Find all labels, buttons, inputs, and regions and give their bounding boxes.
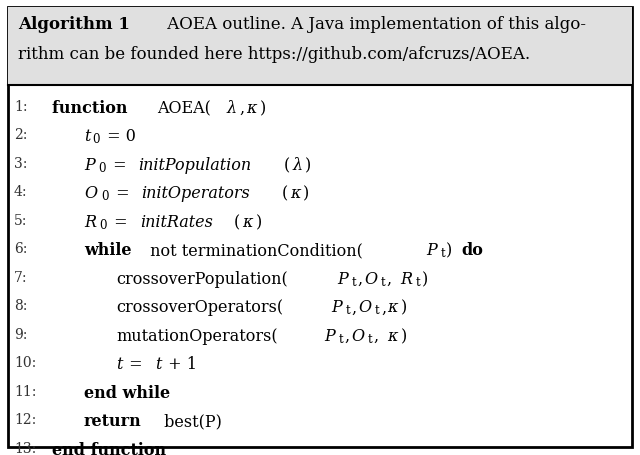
Text: return: return bbox=[84, 413, 141, 430]
Text: O: O bbox=[358, 299, 371, 316]
Text: 3:: 3: bbox=[14, 157, 28, 171]
Text: ,: , bbox=[239, 100, 244, 117]
Text: λ: λ bbox=[292, 157, 302, 174]
Text: AOEA outline. A Java implementation of this algo-: AOEA outline. A Java implementation of t… bbox=[163, 16, 586, 33]
Text: (: ( bbox=[234, 213, 240, 231]
Text: ): ) bbox=[255, 213, 262, 231]
Text: =: = bbox=[109, 213, 133, 231]
Text: (: ( bbox=[282, 185, 288, 202]
Text: =: = bbox=[111, 185, 134, 202]
Text: P: P bbox=[332, 299, 342, 316]
Text: end while: end while bbox=[84, 384, 170, 401]
Text: t: t bbox=[375, 304, 380, 317]
Text: crossoverPopulation(: crossoverPopulation( bbox=[116, 270, 288, 288]
Text: ,: , bbox=[381, 299, 386, 316]
Text: ): ) bbox=[422, 270, 428, 288]
Text: O: O bbox=[351, 327, 364, 344]
Text: 8:: 8: bbox=[14, 299, 28, 313]
Text: 0: 0 bbox=[99, 218, 107, 232]
Text: crossoverOperators(: crossoverOperators( bbox=[116, 299, 283, 316]
Text: function: function bbox=[52, 100, 133, 117]
Text: P: P bbox=[426, 242, 437, 259]
Text: ): ) bbox=[446, 242, 458, 259]
Text: κ: κ bbox=[387, 327, 397, 344]
Text: (: ( bbox=[284, 157, 291, 174]
Text: 0: 0 bbox=[101, 190, 108, 203]
Text: κ: κ bbox=[242, 213, 252, 231]
Text: ,: , bbox=[374, 327, 384, 344]
Text: rithm can be founded here https://github.com/afcruzs/AOEA.: rithm can be founded here https://github… bbox=[18, 46, 530, 63]
Text: t: t bbox=[155, 356, 161, 373]
Text: do: do bbox=[461, 242, 483, 259]
Text: t: t bbox=[368, 332, 372, 345]
Text: κ: κ bbox=[388, 299, 398, 316]
Text: t: t bbox=[381, 275, 386, 288]
Text: ,: , bbox=[358, 270, 363, 288]
Text: not terminationCondition(: not terminationCondition( bbox=[145, 242, 363, 259]
Text: 5:: 5: bbox=[14, 213, 28, 228]
Text: 13:: 13: bbox=[14, 441, 36, 455]
Text: initPopulation: initPopulation bbox=[138, 157, 252, 174]
Text: 1:: 1: bbox=[14, 100, 28, 114]
Text: =: = bbox=[108, 157, 131, 174]
Text: ): ) bbox=[401, 299, 408, 316]
Text: while: while bbox=[84, 242, 131, 259]
Text: 2:: 2: bbox=[14, 128, 28, 142]
Text: κ: κ bbox=[290, 185, 300, 202]
Text: ,: , bbox=[344, 327, 349, 344]
Text: + 1: + 1 bbox=[163, 356, 197, 373]
Text: 0: 0 bbox=[98, 162, 106, 175]
Text: =: = bbox=[124, 356, 148, 373]
Text: R: R bbox=[84, 213, 96, 231]
Text: R: R bbox=[400, 270, 412, 288]
Text: t: t bbox=[440, 247, 445, 260]
Text: O: O bbox=[364, 270, 377, 288]
Text: initRates: initRates bbox=[140, 213, 212, 231]
Text: AOEA(: AOEA( bbox=[157, 100, 211, 117]
Text: 11:: 11: bbox=[14, 384, 36, 398]
Text: ,: , bbox=[351, 299, 356, 316]
Text: 7:: 7: bbox=[14, 270, 28, 284]
Text: t: t bbox=[346, 304, 350, 317]
Text: ,: , bbox=[387, 270, 397, 288]
Text: κ: κ bbox=[246, 100, 257, 117]
Text: λ: λ bbox=[226, 100, 236, 117]
Text: 10:: 10: bbox=[14, 356, 36, 369]
Text: t: t bbox=[339, 332, 343, 345]
Text: P: P bbox=[324, 327, 335, 344]
Text: = 0: = 0 bbox=[102, 128, 136, 145]
Text: P: P bbox=[84, 157, 95, 174]
Text: ): ) bbox=[401, 327, 407, 344]
Text: 4:: 4: bbox=[14, 185, 28, 199]
Text: 12:: 12: bbox=[14, 413, 36, 426]
Bar bbox=[8, 8, 632, 86]
Text: t: t bbox=[84, 128, 90, 145]
Text: best(P): best(P) bbox=[159, 413, 221, 430]
Text: t: t bbox=[116, 356, 122, 373]
Text: ): ) bbox=[259, 100, 266, 117]
Text: 9:: 9: bbox=[14, 327, 28, 341]
Text: P: P bbox=[338, 270, 348, 288]
Text: initOperators: initOperators bbox=[141, 185, 250, 202]
Text: O: O bbox=[84, 185, 97, 202]
Text: t: t bbox=[415, 275, 420, 288]
Text: 6:: 6: bbox=[14, 242, 28, 256]
Text: mutationOperators(: mutationOperators( bbox=[116, 327, 278, 344]
Text: Algorithm 1: Algorithm 1 bbox=[18, 16, 130, 33]
Text: ): ) bbox=[303, 185, 310, 202]
Text: t: t bbox=[351, 275, 356, 288]
Text: ): ) bbox=[305, 157, 312, 174]
Text: 0: 0 bbox=[92, 133, 100, 146]
Text: end function: end function bbox=[52, 441, 166, 455]
